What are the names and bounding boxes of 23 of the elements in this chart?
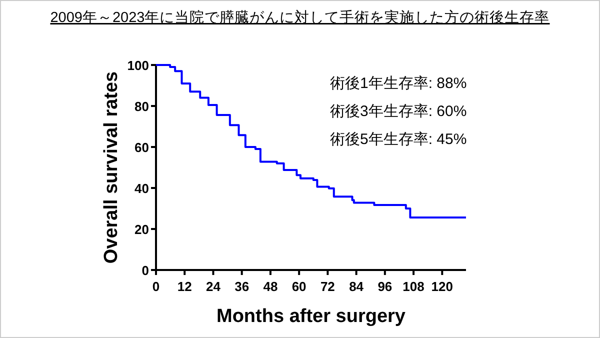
annotation: 術後3年生存率: 60%	[330, 103, 467, 120]
x-tick-label: 24	[206, 279, 222, 294]
y-tick-label: 60	[134, 140, 149, 155]
x-tick-label: 72	[320, 279, 335, 294]
y-tick-label: 80	[134, 99, 149, 114]
y-tick-label: 20	[134, 222, 149, 237]
x-tick-label: 60	[292, 279, 306, 294]
x-tick-label: 108	[402, 279, 424, 294]
x-tick-label: 120	[431, 279, 454, 294]
annotation: 術後5年生存率: 45%	[330, 131, 467, 148]
y-tick-label: 100	[127, 58, 149, 73]
x-tick-label: 36	[234, 279, 250, 294]
x-tick-label: 48	[263, 279, 278, 294]
annotation: 術後1年生存率: 88%	[330, 75, 467, 92]
x-tick-label: 0	[152, 279, 160, 294]
x-tick-label: 96	[378, 279, 392, 294]
y-axis-title: Overall survival rates	[101, 71, 122, 264]
x-tick-label: 12	[177, 279, 192, 294]
x-axis-title: Months after surgery	[216, 306, 406, 327]
y-tick-label: 40	[134, 181, 149, 196]
x-tick-label: 84	[349, 279, 364, 294]
y-tick-label: 0	[142, 263, 149, 278]
chart-title: 2009年～2023年に当院で膵臓がんに対して手術を実施した方の術後生存率	[50, 9, 550, 26]
